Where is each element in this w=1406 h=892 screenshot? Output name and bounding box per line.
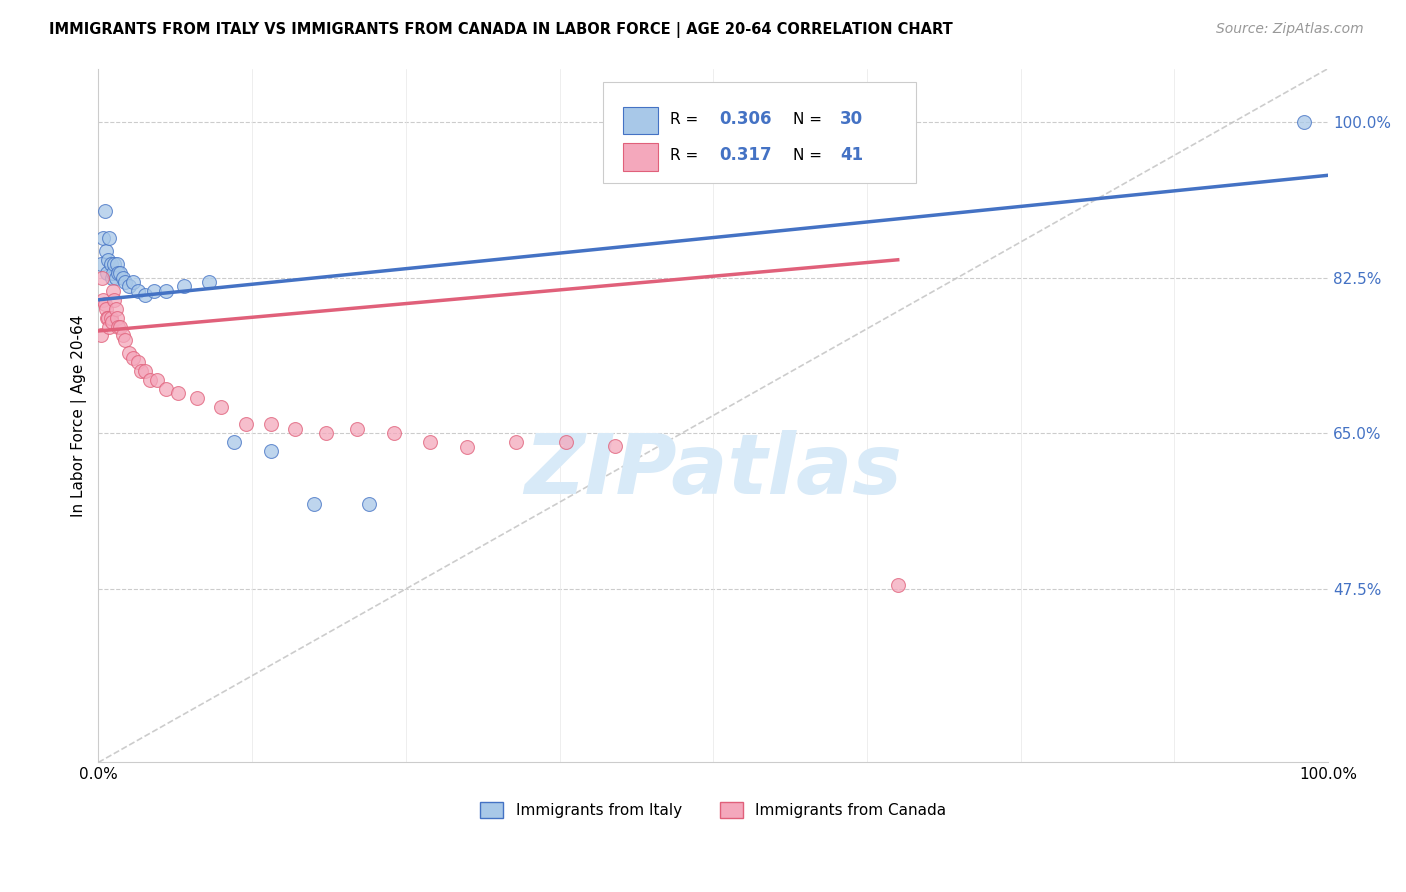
Point [114, 333, 136, 347]
Point [101, 266, 124, 280]
Point [302, 498, 325, 512]
Point [101, 315, 124, 329]
Point [103, 293, 125, 307]
Point [94, 244, 117, 258]
Point [90, 328, 112, 343]
Point [142, 284, 165, 298]
Point [357, 498, 380, 512]
Text: 0.306: 0.306 [720, 111, 772, 128]
Point [118, 279, 141, 293]
Point [97, 252, 120, 267]
Point [91, 270, 114, 285]
Point [110, 319, 132, 334]
Point [134, 288, 156, 302]
Point [222, 435, 245, 450]
Point [93, 203, 115, 218]
Point [127, 355, 149, 369]
Point [110, 266, 132, 280]
Text: R =: R = [671, 112, 703, 127]
Point [90, 257, 112, 271]
Point [101, 284, 124, 298]
Point [186, 391, 208, 405]
Point [103, 257, 125, 271]
Y-axis label: In Labor Force | Age 20-64: In Labor Force | Age 20-64 [72, 314, 87, 516]
Point [104, 301, 127, 316]
Point [146, 373, 169, 387]
Point [100, 257, 122, 271]
Point [167, 386, 190, 401]
Point [155, 382, 177, 396]
Point [107, 266, 129, 280]
Point [315, 426, 337, 441]
Point [139, 373, 162, 387]
Text: IMMIGRANTS FROM ITALY VS IMMIGRANTS FROM CANADA IN LABOR FORCE | AGE 20-64 CORRE: IMMIGRANTS FROM ITALY VS IMMIGRANTS FROM… [49, 22, 953, 38]
Point [127, 284, 149, 298]
Point [111, 270, 134, 285]
Point [107, 319, 129, 334]
Point [111, 328, 134, 343]
Point [114, 275, 136, 289]
Point [104, 270, 127, 285]
Point [91, 293, 114, 307]
Point [100, 310, 122, 325]
Point [155, 284, 177, 298]
FancyBboxPatch shape [603, 82, 917, 183]
Point [98, 319, 121, 334]
Bar [623, 143, 658, 170]
Point [259, 417, 281, 432]
Point [505, 435, 527, 450]
Point [235, 417, 257, 432]
Text: R =: R = [671, 148, 709, 162]
Bar [623, 107, 658, 135]
Point [97, 310, 120, 325]
Point [98, 230, 121, 244]
Text: Source: ZipAtlas.com: Source: ZipAtlas.com [1216, 22, 1364, 37]
Point [1292, 115, 1315, 129]
Point [134, 364, 156, 378]
Point [91, 230, 114, 244]
Point [198, 275, 221, 289]
Point [105, 257, 128, 271]
Point [886, 577, 908, 591]
Point [96, 310, 118, 325]
Point [121, 351, 143, 365]
Point [554, 435, 576, 450]
Point [121, 275, 143, 289]
Point [346, 422, 368, 436]
Point [419, 435, 441, 450]
Point [96, 266, 118, 280]
Point [101, 270, 124, 285]
Point [382, 426, 405, 441]
Point [456, 440, 478, 454]
Point [93, 297, 115, 311]
Point [105, 310, 128, 325]
Text: 0.317: 0.317 [720, 146, 772, 164]
Point [173, 279, 195, 293]
Text: 41: 41 [839, 146, 863, 164]
Legend: Immigrants from Italy, Immigrants from Canada: Immigrants from Italy, Immigrants from C… [474, 796, 952, 824]
Point [259, 444, 281, 458]
Point [131, 364, 153, 378]
Point [603, 439, 626, 453]
Point [118, 346, 141, 360]
Text: 30: 30 [839, 111, 863, 128]
Point [94, 301, 117, 316]
Text: N =: N = [793, 148, 827, 162]
Point [284, 422, 307, 436]
Point [209, 400, 232, 414]
Text: N =: N = [793, 112, 827, 127]
Text: ZIPatlas: ZIPatlas [524, 431, 903, 511]
